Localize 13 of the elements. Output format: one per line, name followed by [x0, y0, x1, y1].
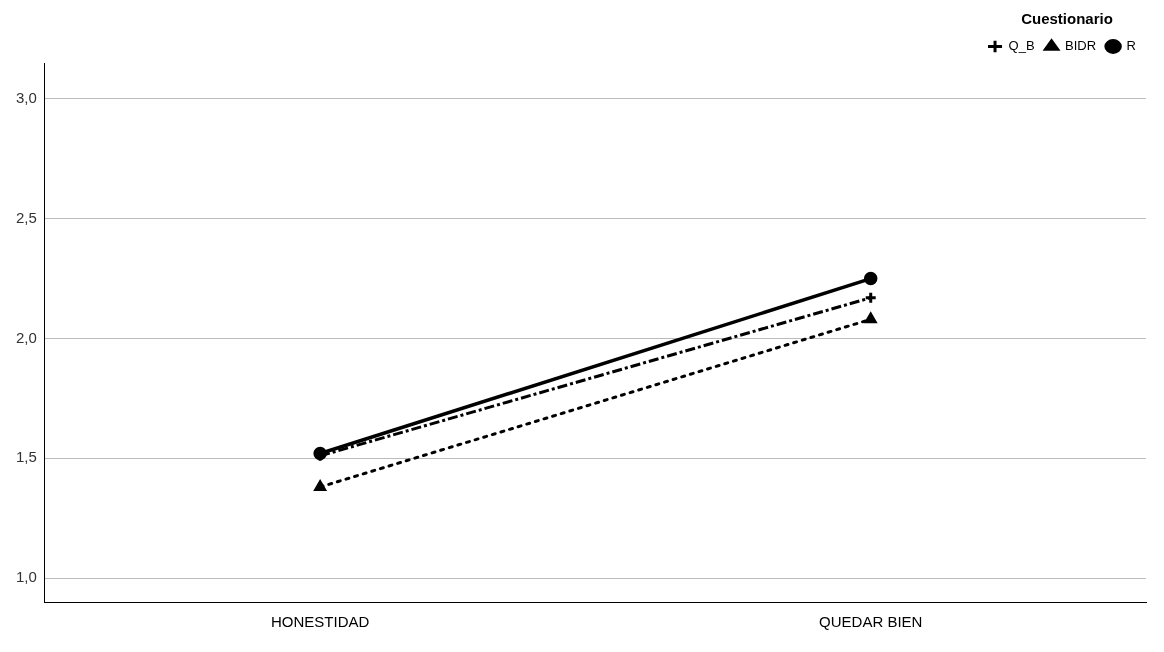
- legend-label: R: [1126, 38, 1136, 54]
- y-tick-label: 3,0: [15, 89, 37, 107]
- x-tick-label: HONESTIDAD: [270, 613, 370, 631]
- point: [864, 291, 878, 305]
- y-tick-label: 1,5: [15, 448, 37, 466]
- legend-label: Q_B: [1008, 38, 1035, 54]
- legend-title: Cuestionario: [1021, 9, 1113, 27]
- point: [863, 271, 878, 286]
- y-tick-label: 2,5: [15, 208, 37, 226]
- x-tick-label: QUEDAR BIEN: [819, 613, 923, 631]
- y-tick-label: 2,0: [15, 328, 37, 346]
- legend-label: BIDR: [1065, 38, 1097, 54]
- y-tick-label: 1,0: [15, 568, 37, 586]
